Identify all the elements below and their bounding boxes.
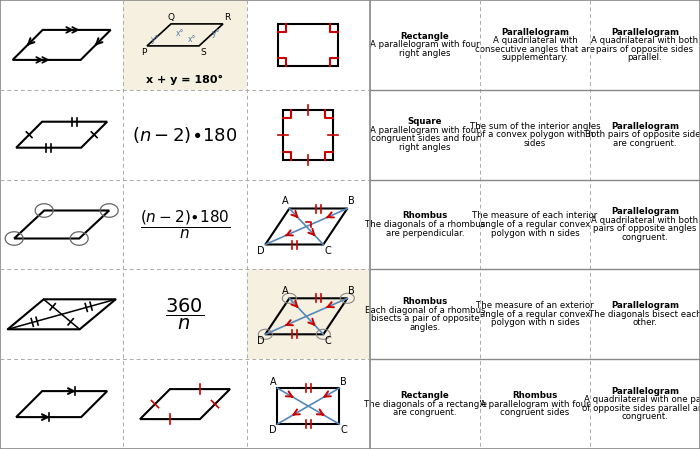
Text: The diagonals of a rhombus: The diagonals of a rhombus (365, 220, 485, 229)
Text: D: D (257, 247, 265, 256)
Text: D: D (257, 336, 265, 346)
Text: B: B (349, 286, 355, 296)
Text: Rectangle: Rectangle (400, 32, 449, 41)
Text: bisects a pair of opposite: bisects a pair of opposite (370, 314, 480, 323)
Text: consecutive angles that are: consecutive angles that are (475, 44, 595, 53)
Text: pairs of opposite sides: pairs of opposite sides (596, 44, 694, 53)
Text: A parallelogram with four: A parallelogram with four (370, 40, 480, 49)
Text: Rectangle: Rectangle (400, 391, 449, 400)
Text: Rhombus: Rhombus (512, 391, 558, 400)
Text: x + y = 180°: x + y = 180° (146, 75, 223, 85)
Text: The measure of each interior: The measure of each interior (473, 211, 598, 220)
Text: other.: other. (633, 318, 657, 327)
Text: are congruent.: are congruent. (613, 139, 677, 148)
Text: The diagonals bisect each: The diagonals bisect each (589, 310, 700, 319)
Bar (246, 269, 370, 359)
Text: S: S (200, 48, 206, 57)
Text: R: R (224, 13, 230, 22)
Text: supplementary.: supplementary. (502, 53, 568, 62)
Text: right angles: right angles (399, 143, 451, 152)
Text: The measure of an exterior: The measure of an exterior (476, 301, 594, 310)
Text: $\dfrac{(n-2){\bullet}180}{n}$: $\dfrac{(n-2){\bullet}180}{n}$ (140, 208, 230, 241)
Text: A: A (281, 286, 288, 296)
Text: Parallelogram: Parallelogram (611, 28, 679, 37)
Text: A: A (281, 197, 288, 207)
Text: Parallelogram: Parallelogram (611, 387, 679, 396)
Text: congruent.: congruent. (622, 412, 668, 421)
Text: angle of a regular convex: angle of a regular convex (480, 310, 590, 319)
Text: right angles: right angles (399, 49, 451, 58)
Text: C: C (324, 247, 331, 256)
Text: Parallelogram: Parallelogram (611, 122, 679, 131)
Text: Square: Square (407, 118, 442, 127)
Text: x°: x° (176, 29, 184, 38)
Text: sides: sides (524, 139, 546, 148)
Text: are perpendicular.: are perpendicular. (386, 229, 464, 238)
Text: y°: y° (211, 29, 220, 38)
Text: B: B (340, 377, 347, 387)
Text: A parallelogram with four: A parallelogram with four (480, 400, 590, 409)
Text: D: D (269, 425, 276, 435)
Text: angle of a regular convex: angle of a regular convex (480, 220, 590, 229)
Text: Parallelogram: Parallelogram (611, 301, 679, 310)
Text: A quadrilateral with both: A quadrilateral with both (592, 36, 699, 45)
Text: A quadrilateral with: A quadrilateral with (493, 36, 578, 45)
Text: congruent.: congruent. (622, 233, 668, 242)
Text: y°: y° (151, 35, 160, 44)
Bar (284, 110, 333, 160)
Text: angles.: angles. (410, 322, 440, 331)
Text: congruent sides and four: congruent sides and four (371, 134, 480, 143)
Text: $(n-2){\bullet}180$: $(n-2){\bullet}180$ (132, 125, 237, 145)
Bar (277, 388, 339, 424)
Text: Q: Q (167, 13, 174, 22)
Text: A quadrilateral with one pair: A quadrilateral with one pair (584, 396, 700, 405)
Text: Rhombus: Rhombus (402, 211, 447, 220)
Text: congruent sides: congruent sides (500, 408, 570, 417)
Text: are congruent.: are congruent. (393, 408, 456, 417)
Text: of a convex polygon with n: of a convex polygon with n (477, 130, 594, 139)
Text: polygon with n sides: polygon with n sides (491, 318, 580, 327)
Text: P: P (141, 48, 146, 57)
Text: The sum of the interior angles: The sum of the interior angles (470, 122, 601, 131)
Text: The diagonals of a rectangle: The diagonals of a rectangle (363, 400, 486, 409)
Text: Parallelogram: Parallelogram (501, 28, 569, 37)
Text: pairs of opposite angles: pairs of opposite angles (594, 224, 696, 233)
Bar (279, 24, 338, 66)
Text: Both pairs of opposite sides: Both pairs of opposite sides (585, 130, 700, 139)
Text: Each diagonal of a rhombus: Each diagonal of a rhombus (365, 306, 485, 315)
Text: x°: x° (188, 35, 196, 44)
Text: B: B (349, 197, 355, 207)
Text: C: C (340, 425, 347, 435)
Text: Rhombus: Rhombus (402, 297, 447, 306)
Text: of opposite sides parallel and: of opposite sides parallel and (582, 404, 700, 413)
Bar (123, 0, 246, 90)
Text: C: C (324, 336, 331, 346)
Text: A parallelogram with four: A parallelogram with four (370, 126, 480, 135)
Text: Parallelogram: Parallelogram (611, 207, 679, 216)
Text: A quadrilateral with both: A quadrilateral with both (592, 216, 699, 225)
Text: $\dfrac{360}{n}$: $\dfrac{360}{n}$ (165, 297, 204, 332)
Text: polygon with n sides: polygon with n sides (491, 229, 580, 238)
Text: A: A (270, 377, 276, 387)
Text: parallel.: parallel. (628, 53, 662, 62)
